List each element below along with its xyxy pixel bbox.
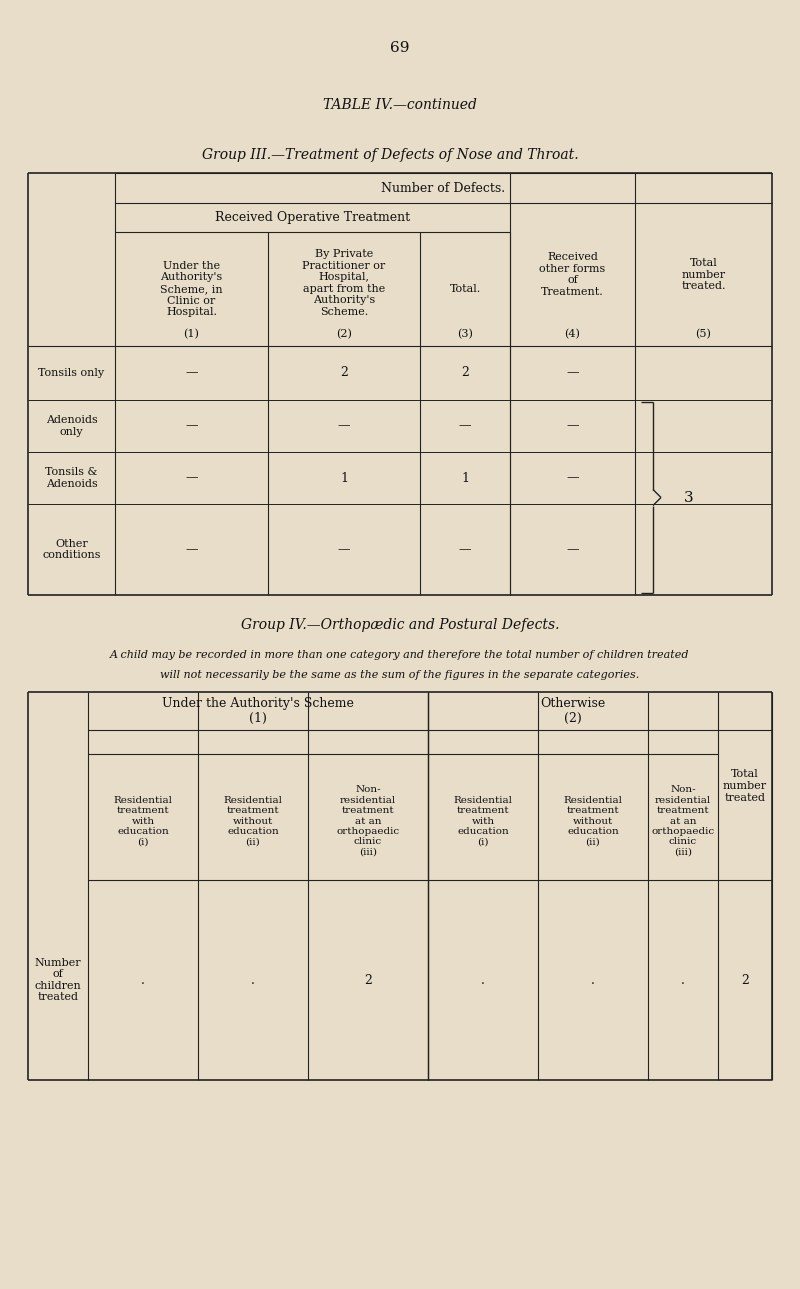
Text: Group III.—Treatment of Defects of Nose and Throat.: Group III.—Treatment of Defects of Nose … xyxy=(202,148,578,162)
Text: 2: 2 xyxy=(741,973,749,986)
Text: Total
number
treated: Total number treated xyxy=(723,770,767,803)
Text: (2): (2) xyxy=(336,329,352,339)
Text: —: — xyxy=(186,419,198,433)
Text: Total.: Total. xyxy=(450,284,481,294)
Text: —: — xyxy=(186,366,198,379)
Text: Other
conditions: Other conditions xyxy=(42,539,101,561)
Text: Non-
residential
treatment
at an
orthopaedic
clinic
(iii): Non- residential treatment at an orthopa… xyxy=(651,785,714,857)
Text: Tonsils &
Adenoids: Tonsils & Adenoids xyxy=(46,467,98,489)
Text: Group IV.—Orthopædic and Postural Defects.: Group IV.—Orthopædic and Postural Defect… xyxy=(241,617,559,632)
Text: A child may be recorded in more than one category and therefore the total number: A child may be recorded in more than one… xyxy=(110,650,690,660)
Text: Under the
Authority's
Scheme, in
Clinic or
Hospital.: Under the Authority's Scheme, in Clinic … xyxy=(160,260,223,317)
Text: Residential
treatment
with
education
(i): Residential treatment with education (i) xyxy=(454,795,513,847)
Text: Residential
treatment
without
education
(ii): Residential treatment without education … xyxy=(563,795,622,847)
Text: Total
number
treated.: Total number treated. xyxy=(682,258,726,291)
Text: (5): (5) xyxy=(695,329,711,339)
Text: By Private
Practitioner or
Hospital,
apart from the
Authority's
Scheme.: By Private Practitioner or Hospital, apa… xyxy=(302,249,386,317)
Text: —: — xyxy=(338,419,350,433)
Text: —: — xyxy=(566,543,578,556)
Text: .: . xyxy=(251,973,255,986)
Text: .: . xyxy=(481,973,485,986)
Text: Number of Defects.: Number of Defects. xyxy=(382,182,506,195)
Text: Received
other forms
of
Treatment.: Received other forms of Treatment. xyxy=(539,253,606,296)
Text: Residential
treatment
without
education
(ii): Residential treatment without education … xyxy=(223,795,282,847)
Text: Under the Authority's Scheme
(1): Under the Authority's Scheme (1) xyxy=(162,697,354,724)
Text: —: — xyxy=(458,419,471,433)
Text: 3: 3 xyxy=(684,491,694,504)
Text: 69: 69 xyxy=(390,41,410,55)
Text: (4): (4) xyxy=(565,329,581,339)
Text: TABLE IV.—continued: TABLE IV.—continued xyxy=(323,98,477,112)
Text: —: — xyxy=(566,419,578,433)
Text: 1: 1 xyxy=(461,472,469,485)
Text: —: — xyxy=(566,366,578,379)
Text: 2: 2 xyxy=(364,973,372,986)
Text: Residential
treatment
with
education
(i): Residential treatment with education (i) xyxy=(114,795,173,847)
Text: —: — xyxy=(338,543,350,556)
Text: —: — xyxy=(186,472,198,485)
Text: Received Operative Treatment: Received Operative Treatment xyxy=(215,211,410,224)
Text: 1: 1 xyxy=(340,472,348,485)
Text: 2: 2 xyxy=(340,366,348,379)
Text: —: — xyxy=(566,472,578,485)
Text: Adenoids
only: Adenoids only xyxy=(46,415,98,437)
Text: Number
of
children
treated: Number of children treated xyxy=(34,958,82,1003)
Text: (1): (1) xyxy=(183,329,199,339)
Text: .: . xyxy=(591,973,595,986)
Text: —: — xyxy=(458,543,471,556)
Text: Otherwise
(2): Otherwise (2) xyxy=(540,697,606,724)
Text: .: . xyxy=(141,973,145,986)
Text: Tonsils only: Tonsils only xyxy=(38,367,105,378)
Text: will not necessarily be the same as the sum of the figures in the separate categ: will not necessarily be the same as the … xyxy=(160,670,640,681)
Text: .: . xyxy=(681,973,685,986)
Text: Non-
residential
treatment
at an
orthopaedic
clinic
(iii): Non- residential treatment at an orthopa… xyxy=(337,785,399,857)
Text: —: — xyxy=(186,543,198,556)
Text: 2: 2 xyxy=(461,366,469,379)
Text: (3): (3) xyxy=(457,329,473,339)
